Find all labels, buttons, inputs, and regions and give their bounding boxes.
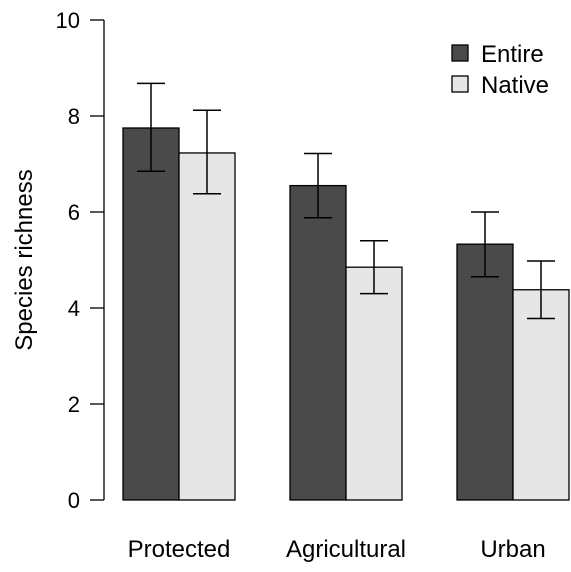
x-category-label-agricultural: Agricultural bbox=[286, 536, 406, 563]
y-tick-label-4: 4 bbox=[68, 296, 80, 321]
error-bar-urban-entire bbox=[471, 211, 499, 278]
error-bar-agricultural-native bbox=[360, 240, 388, 295]
legend-label-entire: Entire bbox=[481, 41, 544, 68]
error-bar-urban-native bbox=[527, 260, 555, 320]
bar-agricultural-native bbox=[345, 266, 403, 501]
bar-protected-entire bbox=[122, 127, 180, 501]
y-axis: 0 2 4 6 8 10 bbox=[56, 8, 105, 513]
y-tick-label-2: 2 bbox=[68, 392, 80, 417]
y-tick-label-6: 6 bbox=[68, 200, 80, 225]
legend-swatch-native bbox=[451, 75, 469, 93]
error-bar-protected-native bbox=[193, 109, 221, 195]
bar-urban-native bbox=[512, 289, 570, 501]
error-bar-agricultural-entire bbox=[304, 152, 332, 219]
x-category-label-protected: Protected bbox=[128, 536, 231, 563]
bar-agricultural-entire bbox=[289, 184, 347, 501]
bar-urban-entire bbox=[456, 243, 514, 501]
legend-item-native: Native bbox=[451, 72, 549, 99]
bars bbox=[122, 127, 570, 501]
y-tick-label-8: 8 bbox=[68, 104, 80, 129]
error-bar-protected-entire bbox=[137, 82, 165, 172]
legend-item-entire: Entire bbox=[451, 41, 544, 68]
x-category-label-urban: Urban bbox=[480, 536, 545, 563]
x-axis-labels: Protected Agricultural Urban bbox=[128, 536, 546, 563]
legend-label-native: Native bbox=[481, 72, 549, 99]
error-bars bbox=[137, 82, 555, 320]
y-axis-title: Species richness bbox=[11, 169, 38, 350]
legend: Entire Native bbox=[451, 41, 549, 99]
y-tick-label-10: 10 bbox=[56, 8, 80, 33]
bar-protected-native bbox=[178, 152, 236, 501]
y-tick-label-0: 0 bbox=[68, 488, 80, 513]
legend-swatch-entire bbox=[451, 44, 469, 62]
